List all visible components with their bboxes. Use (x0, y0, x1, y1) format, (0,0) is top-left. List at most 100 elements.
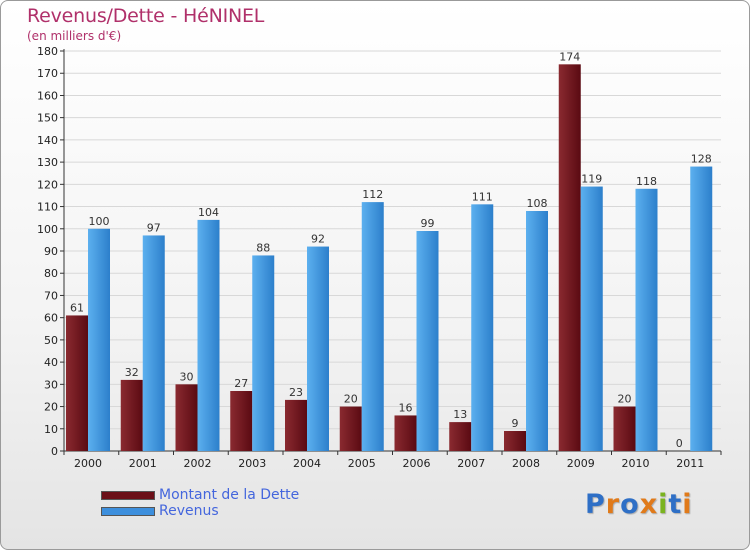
data-label-revenus-2002: 104 (198, 206, 219, 219)
logo-letter: x (639, 489, 659, 520)
data-label-revenus-2007: 111 (472, 190, 493, 203)
data-label-dette-2005: 20 (344, 393, 358, 406)
bar-revenus-2005 (361, 202, 384, 451)
data-label-revenus-2004: 92 (311, 233, 325, 246)
x-tick-label-2000: 2000 (74, 457, 102, 470)
bar-revenus-2006 (416, 231, 439, 451)
data-label-dette-2000: 61 (70, 301, 84, 314)
x-tick-label-2003: 2003 (238, 457, 266, 470)
data-label-revenus-2006: 99 (421, 217, 435, 230)
logo-letter: t (668, 489, 683, 520)
data-label-revenus-2000: 100 (89, 215, 110, 228)
legend-swatch-dette (101, 490, 155, 500)
y-tick-label: 60 (44, 312, 58, 325)
logo-letter: i (658, 489, 669, 520)
data-label-revenus-2008: 108 (527, 197, 548, 210)
y-tick-labels: 0 10 20 30 40 50 60 70 80 90 100 110 120 130 140 150 160… (37, 45, 58, 458)
chart-subtitle: (en milliers d'€) (27, 29, 122, 43)
bar-revenus-2001 (142, 235, 165, 451)
logo-letter: i (682, 489, 693, 520)
data-label-dette-2009: 174 (559, 50, 580, 63)
bar-dette-2005 (339, 406, 362, 451)
chart-title: Revenus/Dette - HéNINEL (27, 5, 265, 27)
x-tick-label-2005: 2005 (348, 457, 376, 470)
data-label-dette-2011: 0 (676, 437, 683, 450)
x-tick-label-2001: 2001 (129, 457, 157, 470)
bar-revenus-2004 (307, 246, 329, 451)
bar-dette-2001 (120, 379, 143, 451)
y-tick-label: 140 (37, 134, 58, 147)
legend-label-dette: Montant de la Dette (159, 487, 300, 503)
bar-dette-2008 (504, 431, 526, 451)
bar-revenus-2008 (526, 211, 548, 451)
x-tick-label-2010: 2010 (622, 457, 650, 470)
x-tick-labels: 2000 2001 2002 2003 2004 2005 2006 2007 2008 2009… (74, 457, 704, 470)
bar-dette-2009 (558, 64, 581, 452)
bar-revenus-2009 (580, 186, 603, 452)
y-tick-label: 0 (51, 445, 58, 458)
y-tick-label: 160 (37, 89, 58, 102)
data-label-dette-2007: 13 (453, 408, 467, 421)
data-label-revenus-2003: 88 (256, 241, 270, 254)
data-label-dette-2010: 20 (618, 393, 632, 406)
y-tick-label: 130 (37, 156, 58, 169)
data-label-dette-2006: 16 (399, 401, 413, 414)
data-label-dette-2001: 32 (125, 366, 139, 379)
proxiti-logo: Proxiti (585, 489, 693, 520)
legend-swatch-revenus (101, 506, 155, 516)
y-tick-label: 50 (44, 334, 58, 347)
bar-revenus-2002 (197, 219, 220, 451)
logo-letter: r (605, 489, 621, 520)
y-tick-label: 20 (44, 401, 58, 414)
bar-dette-2000 (66, 315, 88, 451)
data-label-revenus-2011: 128 (691, 153, 712, 166)
bar-revenus-2010 (635, 188, 658, 451)
y-tick-label: 150 (37, 112, 58, 125)
x-tick-label-2004: 2004 (293, 457, 321, 470)
y-tick-label: 170 (37, 67, 58, 80)
bar-revenus-2003 (252, 255, 275, 451)
data-label-dette-2003: 27 (234, 377, 248, 390)
data-label-dette-2002: 30 (180, 370, 194, 383)
bar-dette-2002 (175, 384, 198, 451)
bar-dette-2006 (394, 415, 417, 451)
bar-dette-2003 (230, 391, 253, 451)
legend: Montant de la Dette Revenus (101, 487, 299, 519)
data-label-dette-2008: 9 (512, 417, 519, 430)
data-label-revenus-2001: 97 (147, 221, 161, 234)
bar-dette-2004 (285, 399, 307, 451)
bar-revenus-2000 (88, 228, 110, 451)
legend-item-dette: Montant de la Dette (101, 487, 299, 503)
y-tick-label: 120 (37, 178, 58, 191)
bar-revenus-2007 (471, 204, 494, 451)
logo-letter: P (585, 489, 606, 520)
data-label-revenus-2009: 119 (581, 173, 602, 186)
x-tick-label-2011: 2011 (676, 457, 704, 470)
y-tick-label: 10 (44, 423, 58, 436)
bar-dette-2007 (449, 422, 472, 451)
x-tick-label-2002: 2002 (184, 457, 212, 470)
y-tick-label: 70 (44, 289, 58, 302)
bars: 61 100 32 97 30 104 27 88 23 92 20 112 16 99 13 111 9 108… (66, 50, 713, 452)
y-tick-label: 80 (44, 267, 58, 280)
logo-letter: o (620, 489, 640, 520)
data-label-dette-2004: 23 (289, 386, 303, 399)
bar-dette-2010 (613, 406, 636, 451)
grid-lines (64, 50, 721, 430)
y-tick-label: 30 (44, 378, 58, 391)
data-label-revenus-2005: 112 (362, 188, 383, 201)
y-tick-label: 110 (37, 201, 58, 214)
y-tick-label: 100 (37, 223, 58, 236)
y-tick-label: 90 (44, 245, 58, 258)
y-tick-label: 40 (44, 356, 58, 369)
x-tick-label-2008: 2008 (512, 457, 540, 470)
x-tick-label-2009: 2009 (567, 457, 595, 470)
bar-revenus-2011 (690, 166, 713, 452)
y-tick-label: 180 (37, 45, 58, 58)
x-tick-label-2006: 2006 (403, 457, 431, 470)
legend-label-revenus: Revenus (159, 503, 219, 519)
x-tick-label-2007: 2007 (457, 457, 485, 470)
axes (60, 49, 722, 455)
